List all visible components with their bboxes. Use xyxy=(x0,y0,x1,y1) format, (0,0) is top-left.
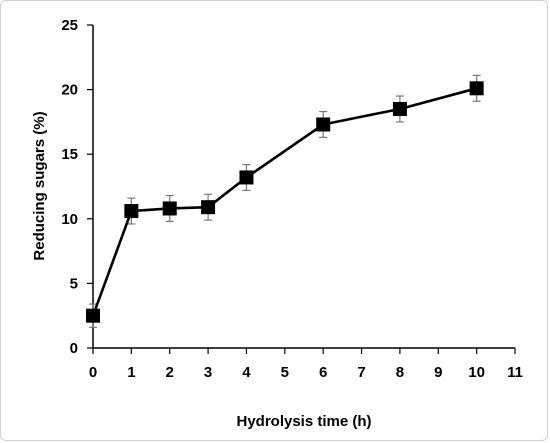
data-point xyxy=(86,308,100,323)
data-point xyxy=(239,170,254,185)
x-tick-label: 1 xyxy=(127,364,135,381)
x-tick-label: 9 xyxy=(434,364,442,381)
series-line xyxy=(91,87,477,317)
data-point xyxy=(162,201,177,216)
data-point xyxy=(469,81,484,96)
y-axis-title: Reducing sugars (%) xyxy=(31,111,48,260)
y-tick-label: 10 xyxy=(61,211,78,228)
y-axis-ticks: 0 5 10 15 20 25 xyxy=(61,17,93,357)
x-axis-title: Hydrolysis time (h) xyxy=(236,413,371,430)
y-tick-label: 25 xyxy=(61,17,78,34)
x-tick-label: 5 xyxy=(281,364,289,381)
data-point xyxy=(316,117,331,132)
x-axis-ticks: 0 1 2 3 4 5 6 7 8 9 10 11 xyxy=(89,348,523,381)
y-tick-label: 0 xyxy=(70,340,78,357)
error-bars xyxy=(89,74,481,328)
x-tick-label: 8 xyxy=(396,364,404,381)
x-tick-label: 7 xyxy=(357,364,365,381)
y-tick-label: 15 xyxy=(61,146,78,163)
data-point xyxy=(201,200,216,215)
x-tick-label: 11 xyxy=(507,364,523,381)
series-lines xyxy=(91,87,477,317)
data-markers xyxy=(86,81,484,323)
x-tick-label: 2 xyxy=(166,364,174,381)
data-point xyxy=(124,204,139,219)
axes xyxy=(92,25,515,349)
y-tick-label: 20 xyxy=(61,82,78,99)
x-tick-label: 6 xyxy=(319,364,327,381)
x-tick-label: 3 xyxy=(204,364,212,381)
data-point xyxy=(392,101,407,116)
x-tick-label: 0 xyxy=(89,364,97,381)
x-tick-label: 10 xyxy=(468,364,485,381)
x-tick-label: 4 xyxy=(242,364,251,381)
y-tick-label: 5 xyxy=(70,275,78,292)
